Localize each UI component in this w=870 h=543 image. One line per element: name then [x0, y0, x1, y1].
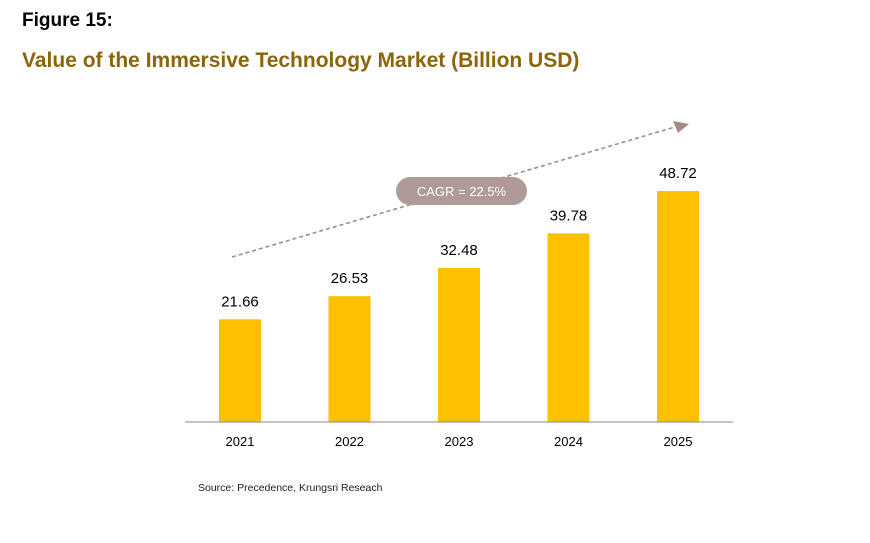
- source-note: Source: Precedence, Krungsri Reseach: [198, 482, 383, 494]
- data-label-2022: 26.53: [331, 270, 369, 287]
- data-label-2021: 21.66: [221, 293, 259, 310]
- cagr-label: CAGR = 22.5%: [417, 184, 507, 199]
- x-tick-2023: 2023: [445, 434, 474, 449]
- chart-title: Value of the Immersive Technology Market…: [22, 49, 580, 72]
- data-label-2023: 32.48: [440, 242, 478, 259]
- cagr-badge: [396, 177, 527, 205]
- bar-2023: [438, 268, 480, 422]
- x-tick-2024: 2024: [554, 434, 583, 449]
- data-label-2024: 39.78: [550, 207, 588, 224]
- bar-2025: [657, 191, 699, 422]
- x-tick-2025: 2025: [664, 434, 693, 449]
- x-tick-2022: 2022: [335, 434, 364, 449]
- data-label-2025: 48.72: [659, 165, 697, 182]
- figure-label: Figure 15:: [22, 10, 113, 31]
- bar-2021: [219, 319, 261, 422]
- x-tick-2021: 2021: [226, 434, 255, 449]
- bar-2024: [547, 233, 590, 422]
- arrow-head-icon: [673, 121, 689, 133]
- bar-2022: [328, 296, 371, 422]
